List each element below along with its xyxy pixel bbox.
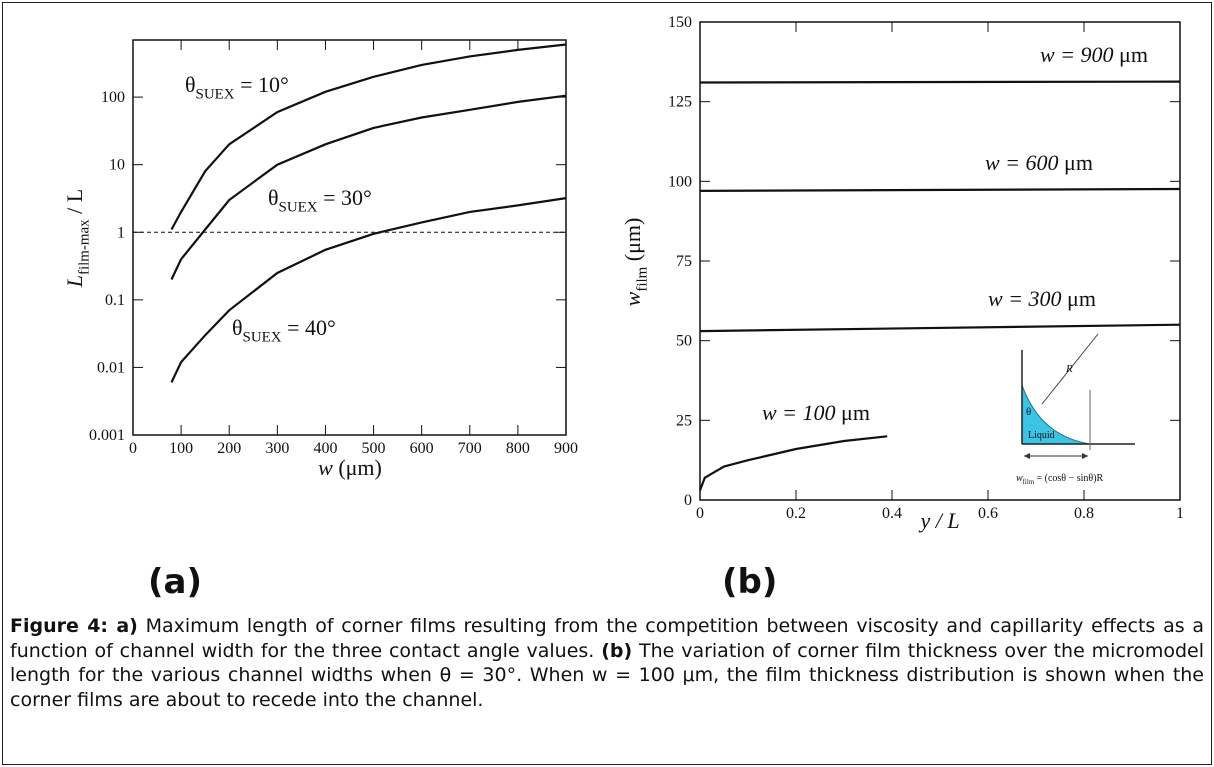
label-tail: = (cosθ − sinθ)R: [1034, 473, 1104, 484]
label-tail: = 40°: [282, 315, 336, 340]
data-line: [170, 94, 567, 280]
y-tick-label: 150: [668, 14, 692, 31]
label: Lfilm-max / L: [62, 189, 93, 288]
x-tick-label: 0.4: [882, 505, 902, 522]
label: wfilm (μm): [620, 218, 651, 307]
label-tail: / L: [62, 189, 87, 220]
label-main: θ: [268, 185, 279, 210]
data-line: [170, 43, 567, 231]
y-tick-label: 10: [109, 157, 125, 174]
x-tick-label: 300: [265, 440, 289, 457]
label-main: w = 100: [762, 400, 836, 425]
x-tick-label: 600: [410, 440, 434, 457]
label-tail: (μm): [620, 218, 645, 267]
data-line: [699, 80, 1181, 84]
label-sub: SUEX: [279, 200, 318, 216]
x-tick-label: 200: [217, 440, 241, 457]
radius-line: [1041, 333, 1099, 405]
label-tail: = 10°: [235, 72, 289, 97]
y-tick-label: 1: [117, 224, 125, 241]
x-tick-label: 900: [554, 440, 578, 457]
y-tick-label: 100: [668, 173, 692, 190]
x-tick-label: 0.6: [978, 505, 998, 522]
data-line: [699, 187, 1181, 192]
x-tick-label: 0: [129, 440, 137, 457]
caption-text: Maximum length of corner films resulting…: [10, 615, 1204, 662]
x-tick-label: 0.8: [1074, 505, 1094, 522]
label-sub: SUEX: [196, 87, 235, 103]
y-tick-label: 50: [676, 333, 692, 350]
inset-schematic: Rθ Liquid wfilm = (cosθ − sinθ)R: [1016, 333, 1135, 486]
x-tick-label: 100: [169, 440, 193, 457]
y-tick-label: 25: [676, 412, 692, 429]
label-main: θ: [185, 72, 196, 97]
data-line: [698, 435, 888, 491]
inset-label: R: [1065, 363, 1073, 375]
x-tick-label: 500: [362, 440, 386, 457]
inset-label: Liquid: [1028, 430, 1055, 441]
label: w = 300 μm: [988, 286, 1096, 311]
x-tick-label: 0: [696, 505, 704, 522]
y-tick-label: 0: [684, 492, 692, 509]
y-tick-label: 0.01: [97, 359, 125, 376]
label-tail: μm: [1059, 150, 1093, 175]
x-tick-label: 700: [458, 440, 482, 457]
label-main: w: [318, 455, 333, 480]
plot-frame: [699, 21, 1181, 501]
label: θSUEX = 40°: [232, 315, 336, 346]
label: θSUEX = 10°: [185, 72, 289, 103]
label-main: w: [1016, 473, 1023, 484]
caption-label: (b): [601, 639, 633, 662]
y-tick-label: 0.001: [89, 427, 125, 444]
label-main: y / L: [918, 508, 959, 533]
caption-label: Figure 4: a): [10, 615, 138, 637]
panel-label: (a): [148, 562, 203, 602]
label-sub: film: [635, 266, 651, 291]
x-tick-label: 800: [506, 440, 530, 457]
label-tail: μm: [1114, 42, 1148, 67]
data-line: [699, 323, 1181, 333]
y-tick-label: 100: [101, 89, 125, 106]
label-main: w = 300: [988, 286, 1062, 311]
caption: Figure 4: a) Maximum length of corner fi…: [10, 614, 1204, 712]
label: w = 900 μm: [1040, 42, 1148, 67]
y-tick-label: 125: [668, 94, 692, 111]
inset-label: θ: [1026, 406, 1031, 418]
label-sub: SUEX: [243, 330, 282, 346]
panel-label: (b): [722, 562, 778, 602]
label-sub: film: [1023, 479, 1035, 486]
label-main: θ: [232, 315, 243, 340]
label-main: w: [620, 291, 645, 306]
caption-text: The variation of corner film thickness o…: [10, 639, 1205, 711]
label: wfilm = (cosθ − sinθ)R: [1016, 473, 1104, 486]
label-tail: (μm): [333, 455, 382, 480]
label-main: w = 600: [985, 150, 1059, 175]
x-tick-label: 400: [313, 440, 337, 457]
y-tick-label: 0.1: [105, 292, 125, 309]
label-tail: μm: [836, 400, 870, 425]
label: θSUEX = 30°: [268, 185, 372, 216]
label-tail: = 30°: [318, 185, 372, 210]
label: w = 100 μm: [762, 400, 870, 425]
data-line: [170, 197, 567, 383]
x-tick-label: 1: [1176, 505, 1184, 522]
label-sub: film-max: [77, 219, 93, 275]
plot-frame: [132, 39, 567, 436]
label: w = 600 μm: [985, 150, 1093, 175]
label-tail: μm: [1062, 286, 1096, 311]
label-main: L: [62, 275, 87, 288]
x-tick-label: 0.2: [786, 505, 806, 522]
label: w (μm): [318, 455, 382, 480]
y-tick-label: 75: [676, 253, 692, 270]
label: y / L: [918, 508, 959, 533]
label-main: w = 900: [1040, 42, 1114, 67]
